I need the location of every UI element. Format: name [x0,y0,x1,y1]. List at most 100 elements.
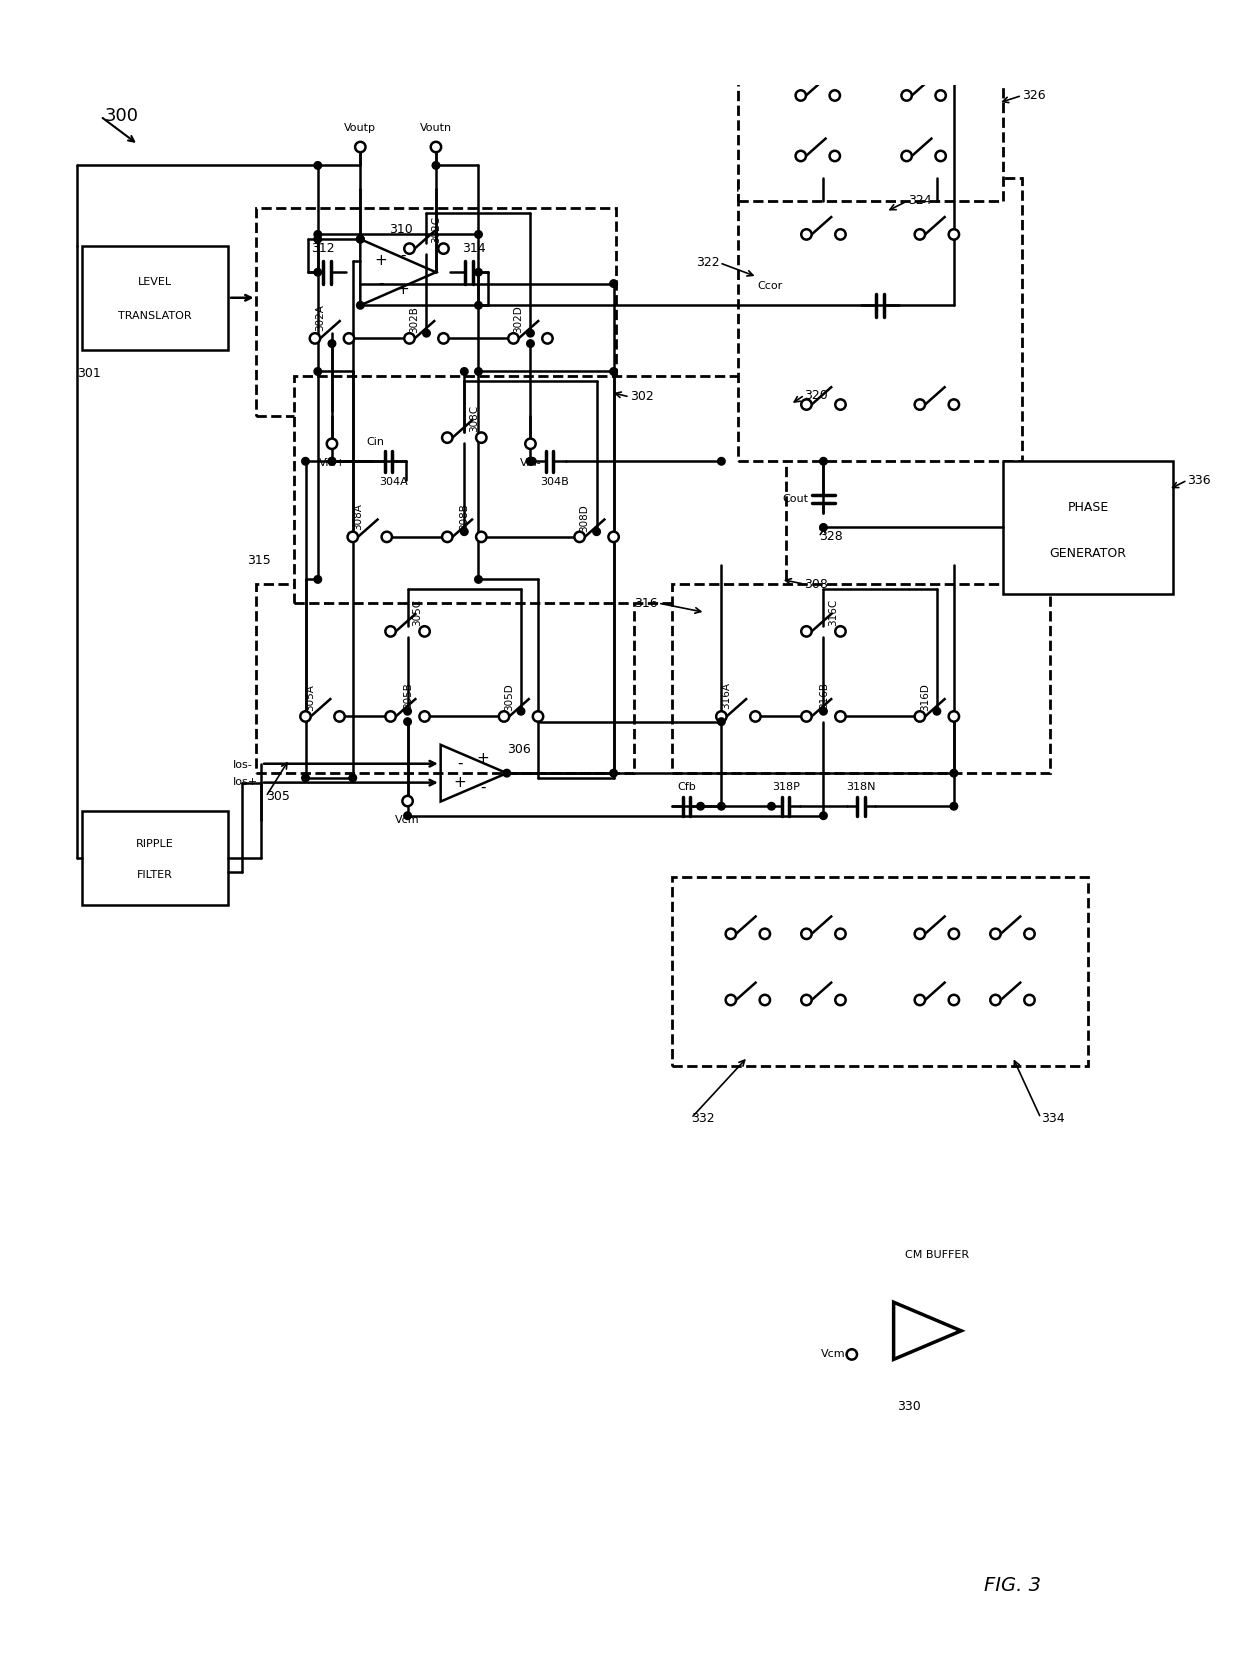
Circle shape [697,802,704,810]
Circle shape [847,1349,857,1359]
Text: PHASE: PHASE [1068,502,1109,513]
Circle shape [768,802,775,810]
Circle shape [527,329,534,337]
Circle shape [718,718,725,725]
Text: 305D: 305D [503,683,515,711]
Text: 326: 326 [1022,89,1045,102]
Bar [672,584,1050,774]
Text: 336: 336 [1188,473,1211,487]
Circle shape [301,774,309,782]
Circle shape [404,708,412,715]
Text: Cfb: Cfb [677,782,696,792]
Text: +: + [374,253,387,268]
Circle shape [836,230,846,240]
Text: Ios-: Ios- [233,760,253,770]
Circle shape [801,928,812,940]
Circle shape [1024,928,1034,940]
Bar [294,376,786,602]
Text: 302C: 302C [432,216,441,243]
Circle shape [476,433,486,443]
Circle shape [836,928,846,940]
Circle shape [901,151,911,161]
Text: 302D: 302D [513,305,523,334]
Text: 316A: 316A [722,683,732,710]
Circle shape [404,243,414,253]
Circle shape [314,235,321,243]
Circle shape [329,341,336,347]
Circle shape [991,995,1001,1005]
Circle shape [475,302,482,309]
Text: Voutn: Voutn [420,122,453,133]
Text: 301: 301 [77,367,100,379]
Circle shape [533,711,543,722]
Circle shape [438,243,449,253]
Bar [672,878,1087,1066]
Circle shape [932,708,941,715]
Circle shape [830,151,839,161]
Circle shape [526,438,536,450]
Circle shape [718,458,725,465]
Text: Cout: Cout [782,493,808,503]
Circle shape [919,12,929,23]
Circle shape [503,770,511,777]
Circle shape [517,708,525,715]
Circle shape [301,458,309,465]
Text: 300: 300 [105,107,139,126]
Text: 316: 316 [635,597,658,609]
Bar [257,584,635,774]
Text: Cin: Cin [366,438,384,448]
Circle shape [950,770,957,777]
Circle shape [475,367,482,376]
Circle shape [610,280,618,287]
Circle shape [475,576,482,584]
Text: Ios+: Ios+ [233,777,258,787]
Text: FILTER: FILTER [136,871,172,881]
Circle shape [949,995,959,1005]
Circle shape [527,458,534,465]
Circle shape [796,151,806,161]
Text: 305B: 305B [403,683,413,710]
Text: 308C: 308C [469,404,479,433]
Circle shape [725,995,737,1005]
Text: 305C: 305C [413,599,423,626]
Text: CM BUFFER: CM BUFFER [905,1250,968,1260]
Circle shape [443,433,453,443]
Circle shape [382,532,392,542]
Bar [738,178,1022,461]
Circle shape [836,626,846,636]
Circle shape [433,161,440,169]
Text: RIPPLE: RIPPLE [136,839,174,849]
Text: 302B: 302B [409,305,419,332]
Circle shape [357,302,365,309]
Circle shape [760,928,770,940]
Text: -: - [480,780,486,795]
Text: 312: 312 [311,242,335,255]
Text: +: + [453,775,466,790]
Circle shape [527,458,534,465]
Circle shape [419,711,430,722]
Circle shape [949,230,959,240]
Text: 334: 334 [1040,1111,1064,1124]
Circle shape [593,529,600,535]
Circle shape [327,438,337,450]
Circle shape [404,812,412,819]
Text: Voutp: Voutp [345,122,376,133]
Circle shape [460,529,467,535]
Text: Ccor: Ccor [758,282,782,292]
Circle shape [357,235,365,243]
Circle shape [404,334,414,344]
Circle shape [949,399,959,409]
Circle shape [820,524,827,532]
Circle shape [935,91,946,101]
Circle shape [830,91,839,101]
Circle shape [836,711,846,722]
Circle shape [610,770,618,777]
Circle shape [717,711,727,722]
Circle shape [460,367,467,376]
Text: 316D: 316D [920,683,930,711]
Text: -: - [456,757,463,772]
Circle shape [508,334,518,344]
Circle shape [801,711,812,722]
Text: 305A: 305A [305,685,315,711]
Bar [82,245,228,349]
